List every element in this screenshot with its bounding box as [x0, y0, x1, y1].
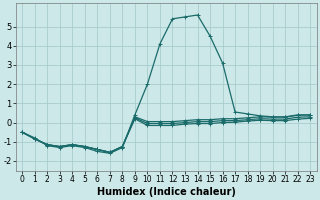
X-axis label: Humidex (Indice chaleur): Humidex (Indice chaleur) [97, 187, 236, 197]
